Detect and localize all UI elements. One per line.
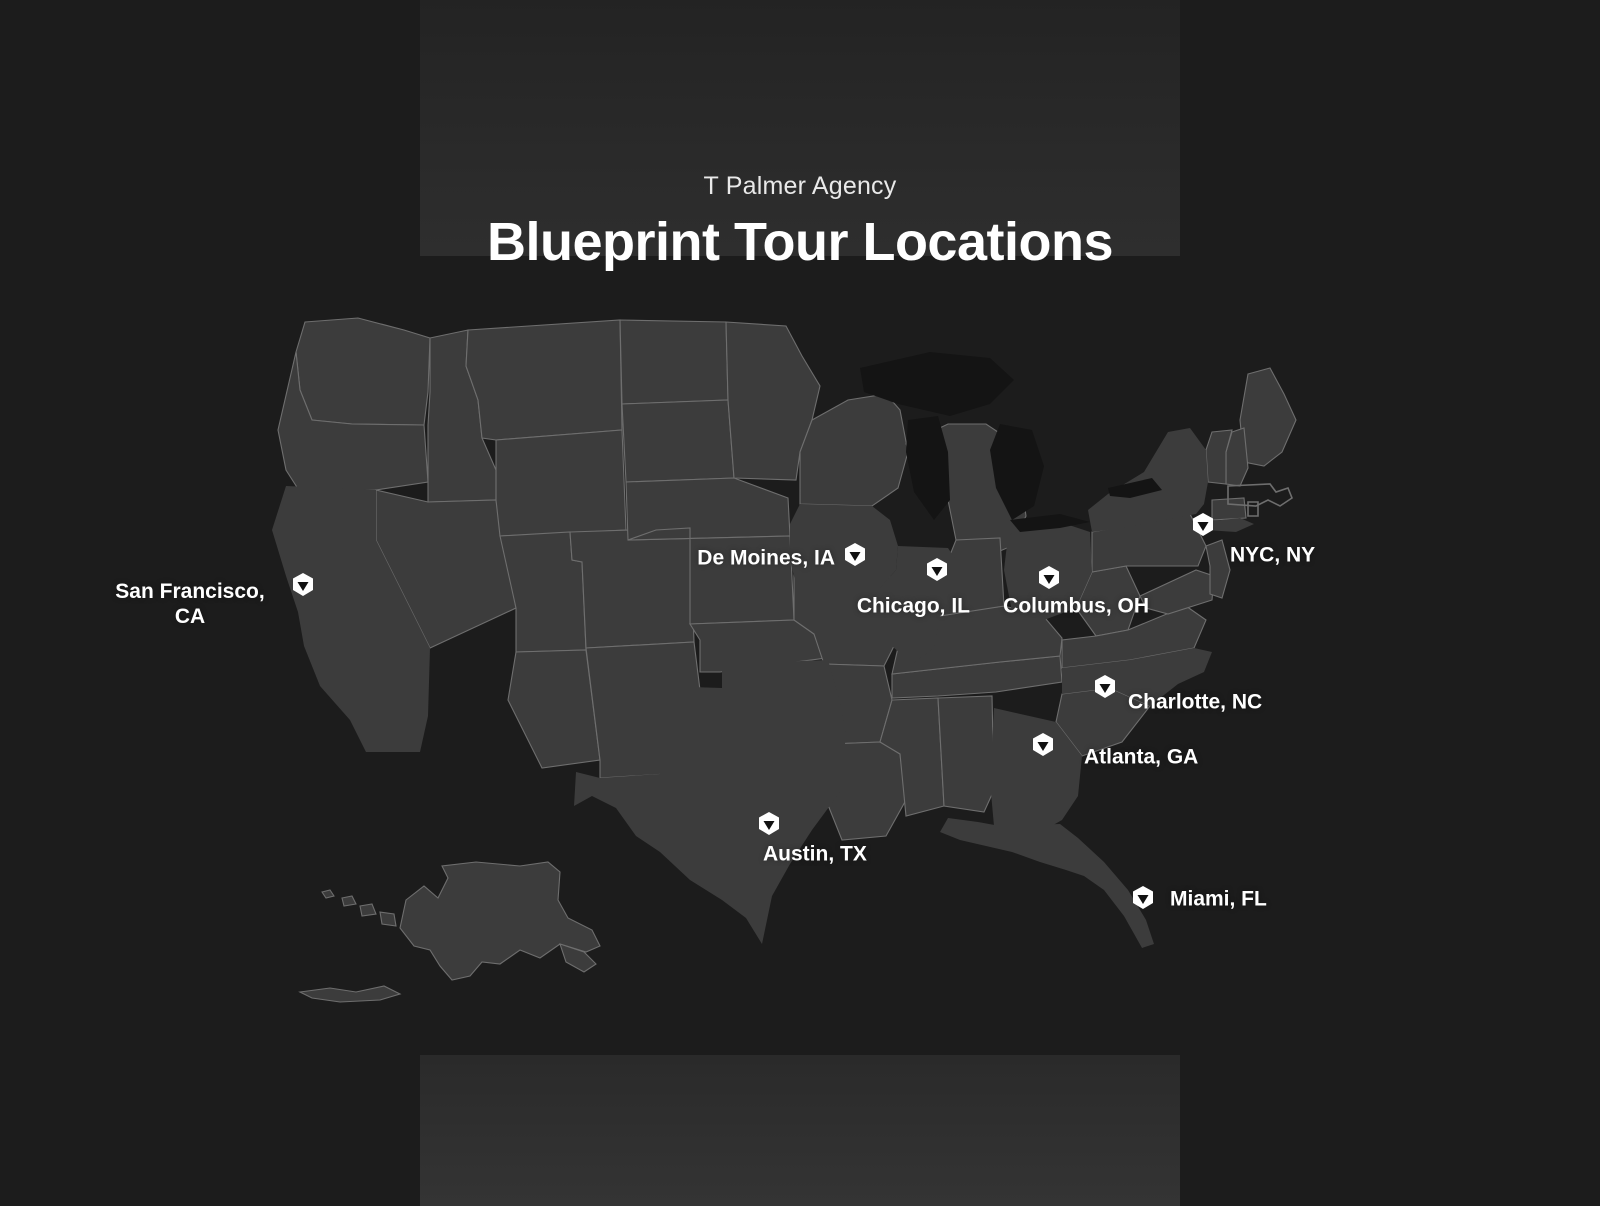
location-label-ca: San Francisco, CA: [115, 580, 265, 628]
location-pin-icon-ca[interactable]: [290, 572, 316, 600]
state-colorado: [569, 527, 695, 649]
location-label-ga: Atlanta, GA: [1084, 745, 1199, 769]
state-hawaii: [321, 889, 397, 927]
lake-superior: [860, 352, 1014, 416]
location-pin-icon-oh[interactable]: [1036, 565, 1062, 593]
location-label-nc: Charlotte, NC: [1128, 690, 1263, 714]
great-lakes-layer: [860, 352, 1162, 532]
state-wisconsin: [799, 393, 909, 507]
state-washington: [295, 317, 431, 426]
long-island-highlight: [1204, 518, 1254, 532]
state-alaska: [298, 861, 601, 1003]
state-texas-highlight: [574, 660, 846, 944]
location-label-ia: De Moines, IA: [697, 546, 835, 570]
state-north-dakota: [619, 319, 729, 405]
location-pin-icon-fl[interactable]: [1130, 885, 1156, 913]
state-wyoming: [495, 429, 627, 537]
location-label-ny: NYC, NY: [1230, 543, 1316, 567]
state-florida-highlight: [940, 818, 1154, 948]
state-montana: [465, 319, 623, 441]
location-pin-icon-nc[interactable]: [1092, 674, 1118, 702]
lake-ontario: [1108, 478, 1162, 498]
state-nebraska: [625, 477, 791, 541]
state-iowa-highlight: [790, 504, 898, 600]
state-rhode-island-highlight: [1247, 501, 1259, 517]
state-georgia-highlight: [990, 708, 1082, 828]
location-label-il: Chicago, IL: [856, 594, 970, 618]
state-arizona: [507, 649, 601, 769]
lake-erie: [1010, 514, 1090, 532]
lake-huron-erie: [990, 424, 1044, 520]
state-connecticut: [1211, 497, 1247, 521]
lake-michigan: [906, 416, 950, 520]
page-title: Blueprint Tour Locations: [487, 212, 1113, 272]
states-base-layer: [277, 317, 1297, 1003]
state-massachusetts-highlight: [1227, 483, 1293, 507]
state-south-dakota: [621, 399, 735, 483]
brand-name: T Palmer Agency: [703, 172, 897, 200]
location-pin-icon-ga[interactable]: [1030, 732, 1056, 760]
state-alabama: [937, 695, 995, 813]
state-maine: [1239, 367, 1297, 467]
state-california-highlight: [272, 486, 430, 752]
location-pin-icon-ia[interactable]: [842, 542, 868, 570]
location-label-fl: Miami, FL: [1170, 887, 1267, 911]
location-label-tx: Austin, TX: [763, 842, 867, 866]
location-pin-icon-ny[interactable]: [1190, 512, 1216, 540]
location-label-oh: Columbus, OH: [1003, 594, 1149, 618]
location-pin-icon-il[interactable]: [924, 557, 950, 585]
state-maryland: [1139, 569, 1215, 615]
state-new-jersey: [1205, 539, 1231, 599]
state-north-carolina-highlight: [1062, 648, 1212, 706]
location-pin-icon-tx[interactable]: [756, 811, 782, 839]
header: T Palmer Agency Blueprint Tour Locations: [0, 0, 1600, 273]
